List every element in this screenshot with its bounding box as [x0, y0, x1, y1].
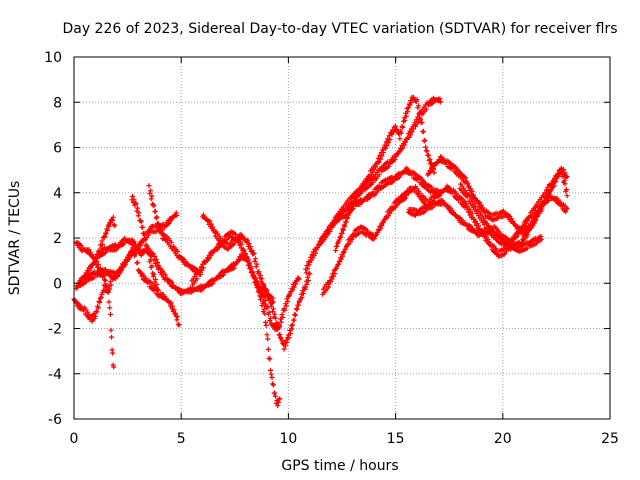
axis-ticks: 0 5 10 15 20 25 -6 -4 -2 0 2 4 6 8 10	[44, 50, 619, 447]
x-tick-label: 20	[494, 431, 512, 447]
y-tick-label: 6	[53, 141, 62, 157]
y-axis-label: SDTVAR / TECUs	[7, 181, 23, 296]
data-point-markers	[333, 94, 437, 253]
y-tick-label: 4	[53, 186, 62, 202]
series-track-10	[260, 275, 302, 332]
x-tick-label: 25	[601, 431, 619, 447]
series-track-4	[77, 210, 180, 288]
data-point-markers	[129, 193, 161, 293]
series-track-15	[399, 167, 570, 259]
series-track-8	[200, 212, 313, 352]
y-tick-label: -2	[48, 322, 62, 338]
series-track-11	[303, 165, 441, 276]
data-point-markers	[77, 210, 180, 288]
y-tick-label: -4	[48, 367, 62, 383]
data-point-markers	[260, 275, 302, 332]
data-point-markers	[146, 183, 203, 277]
series-track-14	[320, 190, 409, 297]
y-tick-label: 8	[53, 95, 62, 111]
data-point-markers	[457, 165, 570, 252]
series-track-12	[318, 95, 444, 246]
x-tick-label: 15	[387, 431, 405, 447]
data-point-markers	[189, 229, 283, 409]
series-track-7	[146, 183, 203, 277]
series-track-6	[129, 193, 161, 293]
series-track-18	[457, 165, 570, 252]
x-axis-label: GPS time / hours	[281, 458, 398, 474]
x-tick-label: 10	[279, 431, 297, 447]
series-track-9	[189, 229, 283, 409]
series-track-13	[333, 94, 437, 253]
data-point-markers	[200, 212, 313, 352]
data-point-markers	[303, 165, 441, 276]
data-point-markers	[320, 190, 409, 297]
data-point-markers	[318, 95, 444, 246]
data-point-markers	[399, 167, 570, 259]
chart-title: Day 226 of 2023, Sidereal Day-to-day VTE…	[62, 21, 617, 37]
y-tick-label: 0	[53, 276, 62, 292]
data-points	[71, 94, 570, 409]
y-tick-label: 10	[44, 50, 62, 66]
y-tick-label: -6	[48, 412, 62, 428]
x-tick-label: 5	[177, 431, 186, 447]
y-tick-label: 2	[53, 231, 62, 247]
x-tick-label: 0	[70, 431, 79, 447]
